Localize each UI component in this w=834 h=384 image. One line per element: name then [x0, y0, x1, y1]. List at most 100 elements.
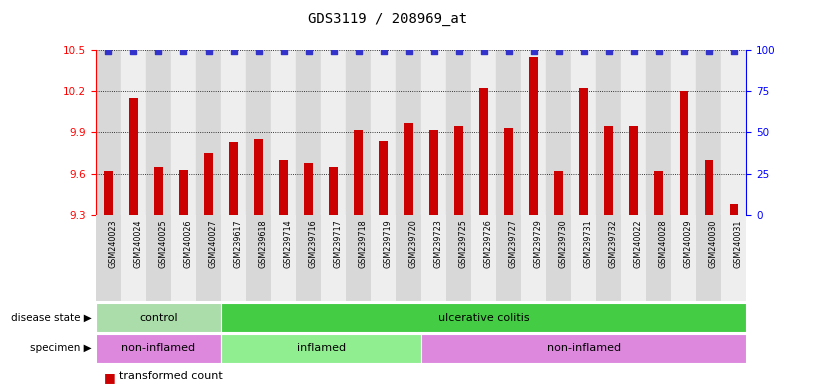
- Text: GSM240026: GSM240026: [183, 219, 193, 268]
- Bar: [596, 215, 621, 301]
- Bar: [121, 215, 146, 301]
- Point: [377, 48, 390, 55]
- Bar: [596, 50, 621, 215]
- Bar: [221, 50, 246, 215]
- Bar: [96, 334, 221, 363]
- Text: specimen ▶: specimen ▶: [30, 343, 92, 354]
- Bar: [421, 334, 746, 363]
- Bar: [571, 215, 596, 301]
- Bar: [580, 88, 588, 215]
- Text: GSM239725: GSM239725: [459, 219, 468, 268]
- Bar: [471, 50, 496, 215]
- Text: GSM239718: GSM239718: [359, 219, 368, 268]
- Bar: [646, 215, 671, 301]
- Text: GSM239717: GSM239717: [334, 219, 343, 268]
- Text: ulcerative colitis: ulcerative colitis: [438, 313, 530, 323]
- Bar: [371, 215, 396, 301]
- Point: [627, 48, 641, 55]
- Point: [702, 48, 716, 55]
- Text: GSM240028: GSM240028: [659, 219, 668, 268]
- Point: [277, 48, 290, 55]
- Point: [127, 48, 140, 55]
- Text: GSM239732: GSM239732: [609, 219, 618, 268]
- Point: [452, 48, 465, 55]
- Point: [677, 48, 691, 55]
- Text: GSM239719: GSM239719: [384, 219, 393, 268]
- Text: GSM240027: GSM240027: [208, 219, 218, 268]
- Bar: [680, 91, 688, 215]
- Text: GSM239617: GSM239617: [234, 219, 243, 268]
- Bar: [671, 50, 696, 215]
- Bar: [621, 50, 646, 215]
- Bar: [446, 215, 471, 301]
- Bar: [646, 50, 671, 215]
- Bar: [196, 50, 221, 215]
- Text: non-inflamed: non-inflamed: [547, 343, 620, 354]
- Bar: [171, 50, 196, 215]
- Point: [527, 48, 540, 55]
- Text: GSM239726: GSM239726: [484, 219, 493, 268]
- Bar: [121, 50, 146, 215]
- Bar: [146, 215, 171, 301]
- Point: [152, 48, 165, 55]
- Bar: [705, 160, 713, 215]
- Text: GSM239618: GSM239618: [259, 219, 268, 268]
- Bar: [555, 171, 563, 215]
- Bar: [396, 50, 421, 215]
- Point: [252, 48, 265, 55]
- Text: GSM239729: GSM239729: [534, 219, 543, 268]
- Point: [202, 48, 215, 55]
- Bar: [229, 142, 238, 215]
- Bar: [455, 126, 463, 215]
- Bar: [721, 215, 746, 301]
- Text: GSM239720: GSM239720: [409, 219, 418, 268]
- Bar: [271, 50, 296, 215]
- Point: [427, 48, 440, 55]
- Point: [102, 48, 115, 55]
- Text: control: control: [139, 313, 178, 323]
- Bar: [621, 215, 646, 301]
- Bar: [96, 50, 121, 215]
- Bar: [96, 303, 221, 332]
- Text: GSM240030: GSM240030: [709, 219, 718, 268]
- Bar: [655, 171, 663, 215]
- Bar: [546, 50, 571, 215]
- Bar: [279, 160, 288, 215]
- Bar: [321, 215, 346, 301]
- Text: GDS3119 / 208969_at: GDS3119 / 208969_at: [309, 12, 467, 25]
- Bar: [154, 167, 163, 215]
- Point: [727, 48, 741, 55]
- Point: [327, 48, 340, 55]
- Bar: [430, 130, 438, 215]
- Bar: [696, 50, 721, 215]
- Bar: [246, 215, 271, 301]
- Bar: [129, 98, 138, 215]
- Text: GSM239727: GSM239727: [509, 219, 518, 268]
- Bar: [721, 50, 746, 215]
- Bar: [321, 50, 346, 215]
- Text: GSM240029: GSM240029: [684, 219, 693, 268]
- Bar: [521, 215, 546, 301]
- Point: [602, 48, 615, 55]
- Text: GSM239714: GSM239714: [284, 219, 293, 268]
- Bar: [480, 88, 488, 215]
- Point: [177, 48, 190, 55]
- Text: GSM239723: GSM239723: [434, 219, 443, 268]
- Bar: [605, 126, 613, 215]
- Bar: [296, 215, 321, 301]
- Bar: [421, 215, 446, 301]
- Text: non-inflamed: non-inflamed: [122, 343, 195, 354]
- Bar: [304, 163, 313, 215]
- Bar: [246, 50, 271, 215]
- Bar: [421, 50, 446, 215]
- Text: GSM240031: GSM240031: [734, 219, 743, 268]
- Point: [352, 48, 365, 55]
- Text: transformed count: transformed count: [119, 371, 223, 381]
- Bar: [196, 215, 221, 301]
- Bar: [730, 204, 738, 215]
- Point: [302, 48, 315, 55]
- Bar: [546, 215, 571, 301]
- Bar: [696, 215, 721, 301]
- Bar: [496, 215, 521, 301]
- Bar: [630, 126, 638, 215]
